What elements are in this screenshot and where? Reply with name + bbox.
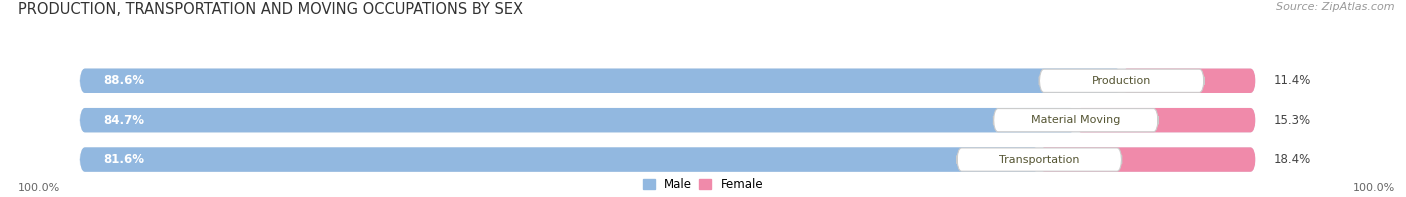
FancyBboxPatch shape: [80, 147, 1256, 172]
Text: 18.4%: 18.4%: [1274, 153, 1310, 166]
Text: 100.0%: 100.0%: [1353, 183, 1395, 193]
FancyBboxPatch shape: [1076, 108, 1256, 132]
Text: PRODUCTION, TRANSPORTATION AND MOVING OCCUPATIONS BY SEX: PRODUCTION, TRANSPORTATION AND MOVING OC…: [18, 2, 523, 17]
FancyBboxPatch shape: [1039, 69, 1204, 92]
FancyBboxPatch shape: [80, 108, 1256, 132]
FancyBboxPatch shape: [994, 109, 1159, 132]
Text: 11.4%: 11.4%: [1274, 74, 1310, 87]
Text: 100.0%: 100.0%: [18, 183, 60, 193]
FancyBboxPatch shape: [957, 148, 1122, 171]
Text: 81.6%: 81.6%: [103, 153, 145, 166]
Text: Production: Production: [1092, 76, 1152, 86]
Text: 88.6%: 88.6%: [103, 74, 145, 87]
FancyBboxPatch shape: [80, 69, 1256, 93]
Text: 15.3%: 15.3%: [1274, 114, 1310, 127]
Text: Material Moving: Material Moving: [1031, 115, 1121, 125]
FancyBboxPatch shape: [80, 147, 1039, 172]
Legend: Male, Female: Male, Female: [643, 178, 763, 191]
FancyBboxPatch shape: [80, 69, 1122, 93]
FancyBboxPatch shape: [80, 108, 1076, 132]
Text: Transportation: Transportation: [1000, 155, 1080, 164]
FancyBboxPatch shape: [1122, 69, 1256, 93]
Text: Source: ZipAtlas.com: Source: ZipAtlas.com: [1277, 2, 1395, 12]
Text: 84.7%: 84.7%: [103, 114, 145, 127]
FancyBboxPatch shape: [1039, 147, 1256, 172]
